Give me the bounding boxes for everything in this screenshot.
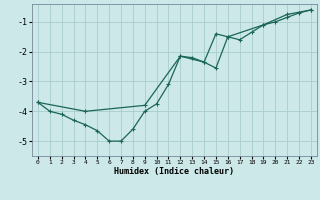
X-axis label: Humidex (Indice chaleur): Humidex (Indice chaleur) xyxy=(115,167,234,176)
